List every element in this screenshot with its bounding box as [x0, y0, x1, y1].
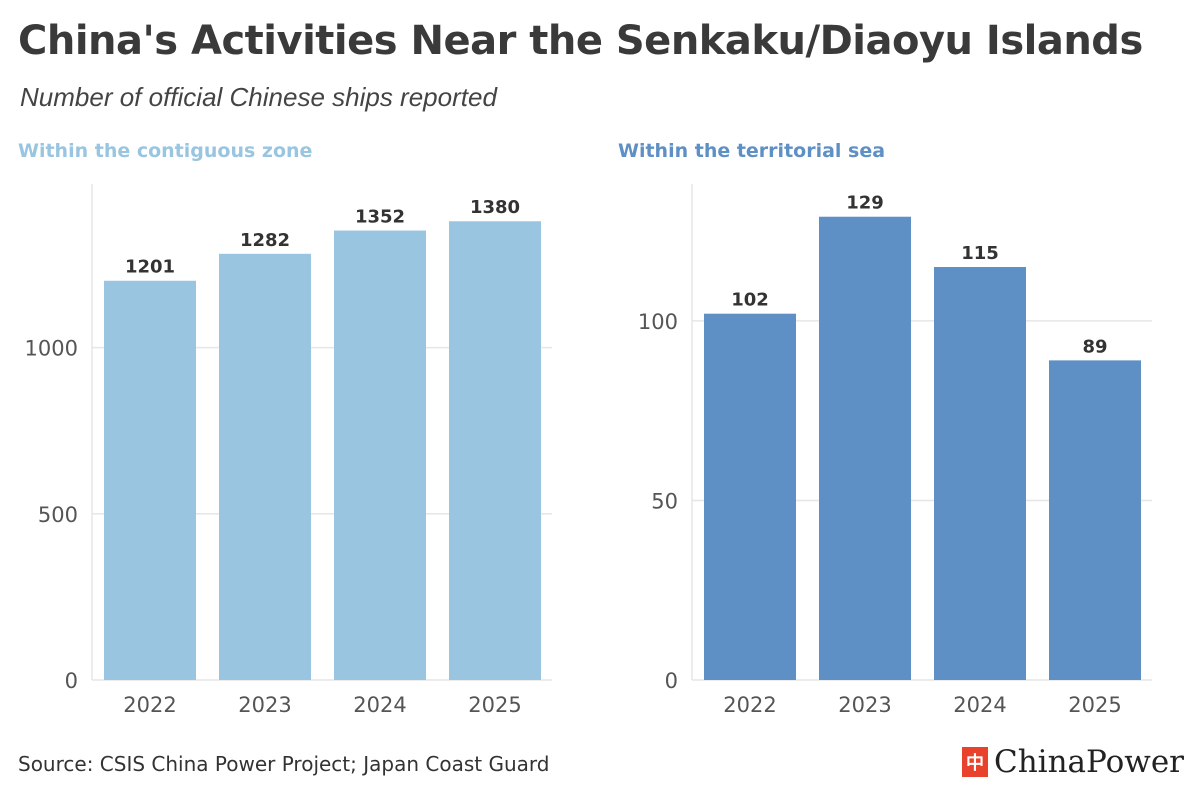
bar-contiguous-2024: [334, 230, 426, 681]
y-tick-label-contiguous-500: 500: [38, 503, 78, 527]
panel-title-territorial-sea: Within the territorial sea: [618, 140, 886, 162]
x-tick-label-territorial-2022: 2022: [723, 693, 776, 717]
x-tick-label-contiguous-2024: 2024: [353, 693, 406, 717]
bar-contiguous-2023: [219, 253, 311, 680]
value-label-contiguous-2025: 1380: [470, 197, 520, 218]
value-label-contiguous-2023: 1282: [240, 230, 290, 251]
bar-contiguous-2022: [104, 280, 196, 680]
x-tick-label-territorial-2023: 2023: [838, 693, 891, 717]
y-tick-label-contiguous-1000: 1000: [25, 337, 78, 361]
bar-contiguous-2025: [449, 221, 541, 681]
value-label-territorial-2025: 89: [1082, 336, 1107, 357]
y-tick-label-territorial-50: 50: [651, 489, 678, 513]
bar-territorial-2022: [704, 313, 796, 680]
bar-territorial-2024: [934, 267, 1026, 680]
chinapower-logo: 中 ChinaPower: [961, 744, 1184, 780]
chinapower-logo-text: ChinaPower: [993, 744, 1184, 780]
bar-territorial-2025: [1049, 360, 1141, 680]
value-label-territorial-2022: 102: [731, 290, 769, 311]
bar-territorial-2023: [819, 216, 911, 680]
chinapower-logo-icon: 中: [961, 747, 988, 777]
x-tick-label-territorial-2025: 2025: [1068, 693, 1121, 717]
x-tick-label-contiguous-2022: 2022: [123, 693, 176, 717]
x-tick-label-contiguous-2025: 2025: [468, 693, 521, 717]
value-label-contiguous-2022: 1201: [125, 257, 175, 278]
source-note: Source: CSIS China Power Project; Japan …: [18, 752, 550, 776]
chart-subtitle: Number of official Chinese ships reporte…: [20, 82, 497, 112]
value-label-territorial-2024: 115: [961, 243, 999, 264]
y-tick-label-contiguous-0: 0: [65, 669, 78, 693]
y-tick-label-territorial-0: 0: [665, 669, 678, 693]
x-tick-label-territorial-2024: 2024: [953, 693, 1006, 717]
panel-title-contiguous-zone: Within the contiguous zone: [18, 140, 313, 162]
value-label-territorial-2023: 129: [846, 193, 884, 214]
y-tick-label-territorial-100: 100: [638, 310, 678, 334]
value-label-contiguous-2024: 1352: [355, 207, 405, 228]
x-tick-label-contiguous-2023: 2023: [238, 693, 291, 717]
chart-title: China's Activities Near the Senkaku/Diao…: [18, 18, 1143, 64]
